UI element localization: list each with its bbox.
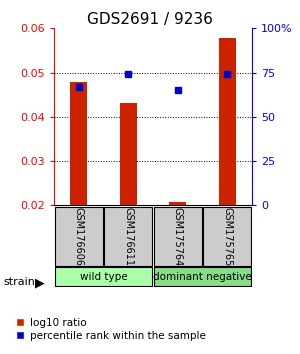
Text: GSM176611: GSM176611 bbox=[123, 207, 133, 266]
Bar bbox=[154, 267, 251, 286]
Text: GDS2691 / 9236: GDS2691 / 9236 bbox=[87, 12, 213, 27]
Text: GSM175764: GSM175764 bbox=[173, 207, 183, 266]
Text: ▶: ▶ bbox=[34, 276, 44, 289]
Bar bbox=[203, 207, 251, 266]
Text: strain: strain bbox=[3, 278, 35, 287]
Bar bbox=[104, 207, 152, 266]
Bar bbox=[120, 103, 137, 205]
Text: GSM176606: GSM176606 bbox=[74, 207, 84, 266]
Bar bbox=[55, 267, 152, 286]
Bar bbox=[70, 82, 87, 205]
Text: wild type: wild type bbox=[80, 272, 127, 282]
Bar bbox=[55, 207, 103, 266]
Bar bbox=[169, 202, 186, 205]
Text: GSM175765: GSM175765 bbox=[222, 207, 232, 266]
Text: dominant negative: dominant negative bbox=[153, 272, 252, 282]
Bar bbox=[154, 207, 202, 266]
Legend: log10 ratio, percentile rank within the sample: log10 ratio, percentile rank within the … bbox=[12, 314, 210, 345]
Bar bbox=[219, 38, 236, 205]
